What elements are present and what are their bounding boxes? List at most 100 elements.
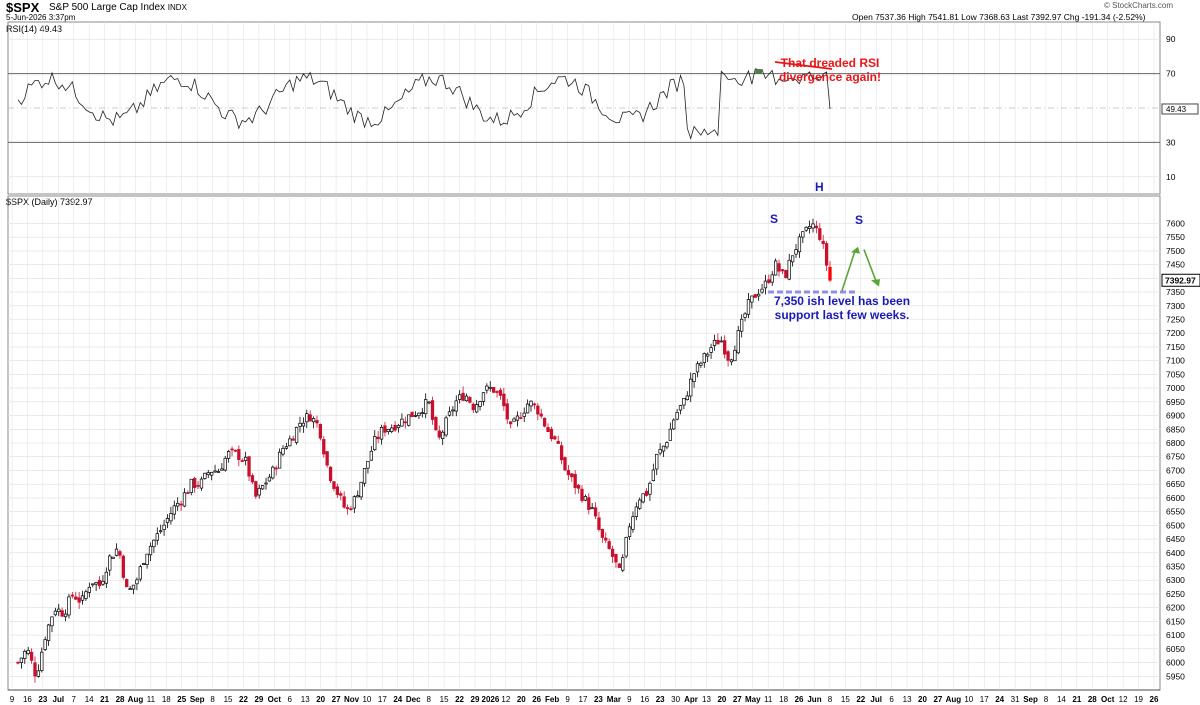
x-tick-label: 17	[579, 695, 588, 704]
candle-body	[661, 445, 666, 452]
x-tick-label: 2026	[482, 695, 500, 704]
candle-body	[301, 422, 306, 427]
candle-body	[485, 385, 489, 391]
y-tick-label: 6300	[1166, 575, 1185, 585]
candle-body	[753, 294, 757, 298]
x-tick-label: 15	[841, 695, 850, 704]
x-tick-label: 20	[717, 695, 726, 704]
x-tick-label: 17	[980, 695, 989, 704]
rsi-tick-label: 30	[1166, 137, 1176, 147]
y-tick-label: 6200	[1166, 603, 1185, 613]
x-tick-label: 25	[177, 695, 186, 704]
y-tick-label: 6150	[1166, 616, 1185, 626]
candle-body	[648, 482, 652, 495]
candle-body	[576, 484, 581, 489]
x-tick-label: 29	[471, 695, 480, 704]
candle-body	[699, 362, 703, 366]
x-tick-label: 12	[1119, 695, 1128, 704]
candle-body	[804, 226, 808, 231]
candle-body	[468, 397, 472, 403]
x-tick-label: Nov	[344, 695, 360, 704]
x-tick-label: 22	[239, 695, 248, 704]
candle-body	[498, 389, 503, 396]
head-label: H	[815, 180, 824, 194]
candle-body	[461, 392, 465, 401]
x-tick-label: 24	[393, 695, 402, 704]
candle-body	[298, 422, 302, 427]
candle-body	[773, 260, 778, 276]
candle-body	[458, 394, 462, 400]
y-tick-label: 6000	[1166, 658, 1185, 668]
candle-body	[712, 339, 717, 346]
candle-body	[695, 363, 700, 373]
candle-body	[165, 518, 170, 523]
candle-body	[108, 555, 112, 571]
candle-body	[583, 496, 588, 501]
y-tick-label: 6250	[1166, 589, 1185, 599]
candle-body	[33, 662, 37, 677]
candle-body	[199, 478, 204, 489]
candle-body	[386, 429, 390, 432]
candle-body	[352, 496, 357, 509]
x-tick-label: 8	[210, 695, 215, 704]
candle-body	[46, 624, 51, 641]
x-tick-label: Aug	[946, 695, 962, 704]
candle-body	[702, 353, 706, 363]
candle-body	[288, 438, 292, 447]
x-tick-label: 7	[72, 695, 77, 704]
candle-body	[570, 473, 574, 478]
candle-body	[716, 339, 720, 345]
candle-body	[247, 456, 251, 477]
x-tick-label: 13	[301, 695, 310, 704]
candle-body	[403, 421, 407, 424]
candle-body	[60, 610, 64, 617]
x-tick-label: 20	[517, 695, 526, 704]
candle-body	[77, 597, 81, 603]
candle-body	[525, 403, 530, 414]
candle-body	[641, 493, 645, 503]
y-tick-label: 6650	[1166, 479, 1185, 489]
candle-body	[573, 474, 577, 488]
x-tick-label: 21	[1072, 695, 1081, 704]
candle-body	[121, 555, 125, 578]
x-tick-label: 17	[378, 695, 387, 704]
candle-body	[614, 553, 618, 563]
x-tick-label: 29	[254, 695, 263, 704]
candle-body	[111, 556, 115, 559]
candle-body	[407, 414, 411, 426]
candle-body	[807, 226, 812, 229]
candle-body	[186, 492, 190, 494]
candle-body	[274, 467, 278, 470]
candle-body	[621, 557, 625, 571]
x-tick-label: 11	[764, 695, 773, 704]
candle-body	[260, 485, 265, 490]
x-tick-label: 23	[594, 695, 603, 704]
x-tick-label: May	[745, 695, 761, 704]
candle-body	[230, 448, 234, 451]
candle-body	[400, 418, 404, 427]
candle-body	[277, 451, 282, 469]
candle-body	[145, 553, 149, 565]
candle-body	[743, 313, 747, 318]
candle-body	[729, 359, 734, 363]
candle-body	[553, 436, 557, 440]
rsi-last-tag	[1161, 103, 1199, 115]
candle-body	[138, 566, 142, 580]
candle-body	[726, 351, 730, 361]
candle-body	[644, 490, 649, 496]
candle-body	[624, 536, 628, 557]
y-tick-label: 7000	[1166, 383, 1185, 393]
candle-body	[515, 415, 520, 421]
candle-body	[689, 378, 693, 397]
candle-body	[193, 478, 197, 488]
x-tick-label: 10	[362, 695, 371, 704]
candle-body	[70, 594, 75, 597]
candle-body	[294, 427, 299, 443]
y-tick-label: 7600	[1166, 218, 1185, 228]
candle-body	[685, 395, 689, 401]
x-tick-label: 8	[828, 695, 833, 704]
x-tick-label: 14	[1057, 695, 1066, 704]
candle-body	[318, 424, 323, 439]
candle-body	[410, 411, 414, 418]
candle-body	[478, 401, 482, 407]
